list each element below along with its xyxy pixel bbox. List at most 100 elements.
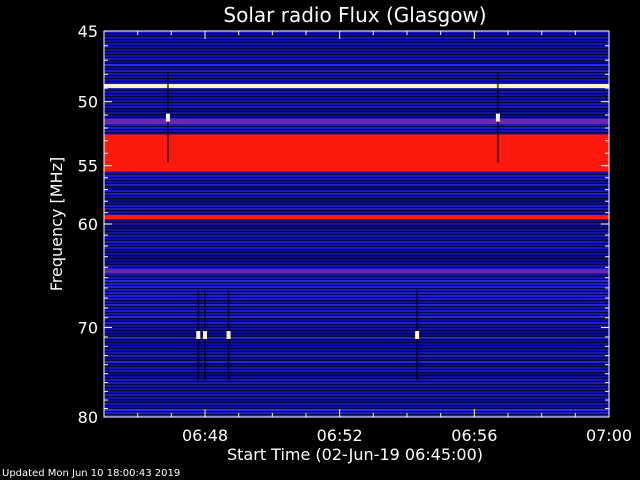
burst-point [165, 113, 170, 122]
y-tick-label: 80 [78, 408, 98, 427]
noise-row [104, 289, 609, 291]
noise-row [104, 70, 609, 72]
noise-row [104, 40, 609, 42]
noise-row [104, 292, 609, 294]
burst-point [196, 331, 201, 340]
noise-row [104, 124, 609, 126]
noise-row [104, 364, 609, 366]
frequency-band [104, 84, 609, 89]
y-tick-label: 50 [78, 93, 98, 112]
y-axis-label: Frequency [MHz] [47, 157, 66, 291]
noise-row [104, 415, 609, 417]
noise-row [104, 307, 609, 309]
noise-row [104, 340, 609, 342]
noise-row [104, 202, 609, 204]
noise-row [104, 319, 609, 321]
noise-row [104, 370, 609, 372]
noise-row [104, 358, 609, 360]
noise-row [104, 208, 609, 210]
noise-row [104, 355, 609, 357]
noise-row [104, 226, 609, 228]
noise-row [104, 376, 609, 378]
noise-row [104, 91, 609, 93]
burst-point [495, 113, 500, 122]
noise-row [104, 265, 609, 267]
x-tick-label: 07:00 [586, 426, 632, 445]
noise-row [104, 82, 609, 84]
x-axis-label: Start Time (02-Jun-19 06:45:00) [227, 445, 483, 464]
x-tick-label: 06:56 [451, 426, 497, 445]
noise-row [104, 106, 609, 108]
x-tick-label: 06:52 [317, 426, 363, 445]
noise-row [104, 388, 609, 390]
noise-row [104, 97, 609, 99]
noise-row [104, 352, 609, 354]
noise-row [104, 178, 609, 180]
noise-row [104, 403, 609, 405]
noise-row [104, 394, 609, 396]
noise-row [104, 73, 609, 75]
noise-row [104, 334, 609, 336]
noise-row [104, 247, 609, 249]
noise-row [104, 400, 609, 402]
noise-row [104, 220, 609, 222]
noise-row [104, 49, 609, 51]
noise-row [104, 31, 609, 33]
noise-row [104, 238, 609, 240]
noise-row [104, 52, 609, 54]
y-tick-label: 70 [78, 318, 98, 337]
frequency-band [104, 118, 609, 125]
noise-row [104, 34, 609, 36]
noise-row [104, 37, 609, 39]
noise-row [104, 130, 609, 132]
noise-row [104, 229, 609, 231]
noise-row [104, 385, 609, 387]
noise-row [104, 67, 609, 69]
noise-row [104, 181, 609, 183]
noise-row [104, 391, 609, 393]
noise-row [104, 337, 609, 339]
noise-row [104, 304, 609, 306]
noise-row [104, 55, 609, 57]
noise-row [104, 409, 609, 411]
y-tick-label: 55 [78, 157, 98, 176]
noise-row [104, 331, 609, 333]
noise-row [104, 322, 609, 324]
burst-point [226, 331, 231, 340]
noise-row [104, 382, 609, 384]
noise-row [104, 199, 609, 201]
x-tick-label: 06:48 [182, 426, 228, 445]
noise-row [104, 88, 609, 90]
noise-row [104, 133, 609, 135]
noise-row [104, 343, 609, 345]
noise-row [104, 349, 609, 351]
y-axis: 45 50 55 60 70 80 [78, 22, 609, 427]
noise-row [104, 268, 609, 270]
noise-row [104, 313, 609, 315]
noise-row [104, 235, 609, 237]
noise-row [104, 328, 609, 330]
noise-row [104, 277, 609, 279]
noise-row [104, 316, 609, 318]
noise-row [104, 346, 609, 348]
noise-row [104, 310, 609, 312]
frequency-band [104, 269, 609, 274]
noise-row [104, 184, 609, 186]
updated-timestamp: Updated Mon Jun 10 18:00:43 2019 [2, 468, 181, 479]
noise-row [104, 280, 609, 282]
noise-row [104, 397, 609, 399]
noise-row [104, 301, 609, 303]
noise-row [104, 232, 609, 234]
noise-row [104, 412, 609, 414]
noise-row [104, 361, 609, 363]
noise-row [104, 187, 609, 189]
x-axis: 06:48 06:52 06:56 07:00 [103, 31, 632, 445]
noise-row [104, 379, 609, 381]
noise-row [104, 103, 609, 105]
noise-row [104, 43, 609, 45]
noise-row [104, 256, 609, 258]
noise-row [104, 223, 609, 225]
burst-point [203, 331, 207, 340]
noise-row [104, 253, 609, 255]
